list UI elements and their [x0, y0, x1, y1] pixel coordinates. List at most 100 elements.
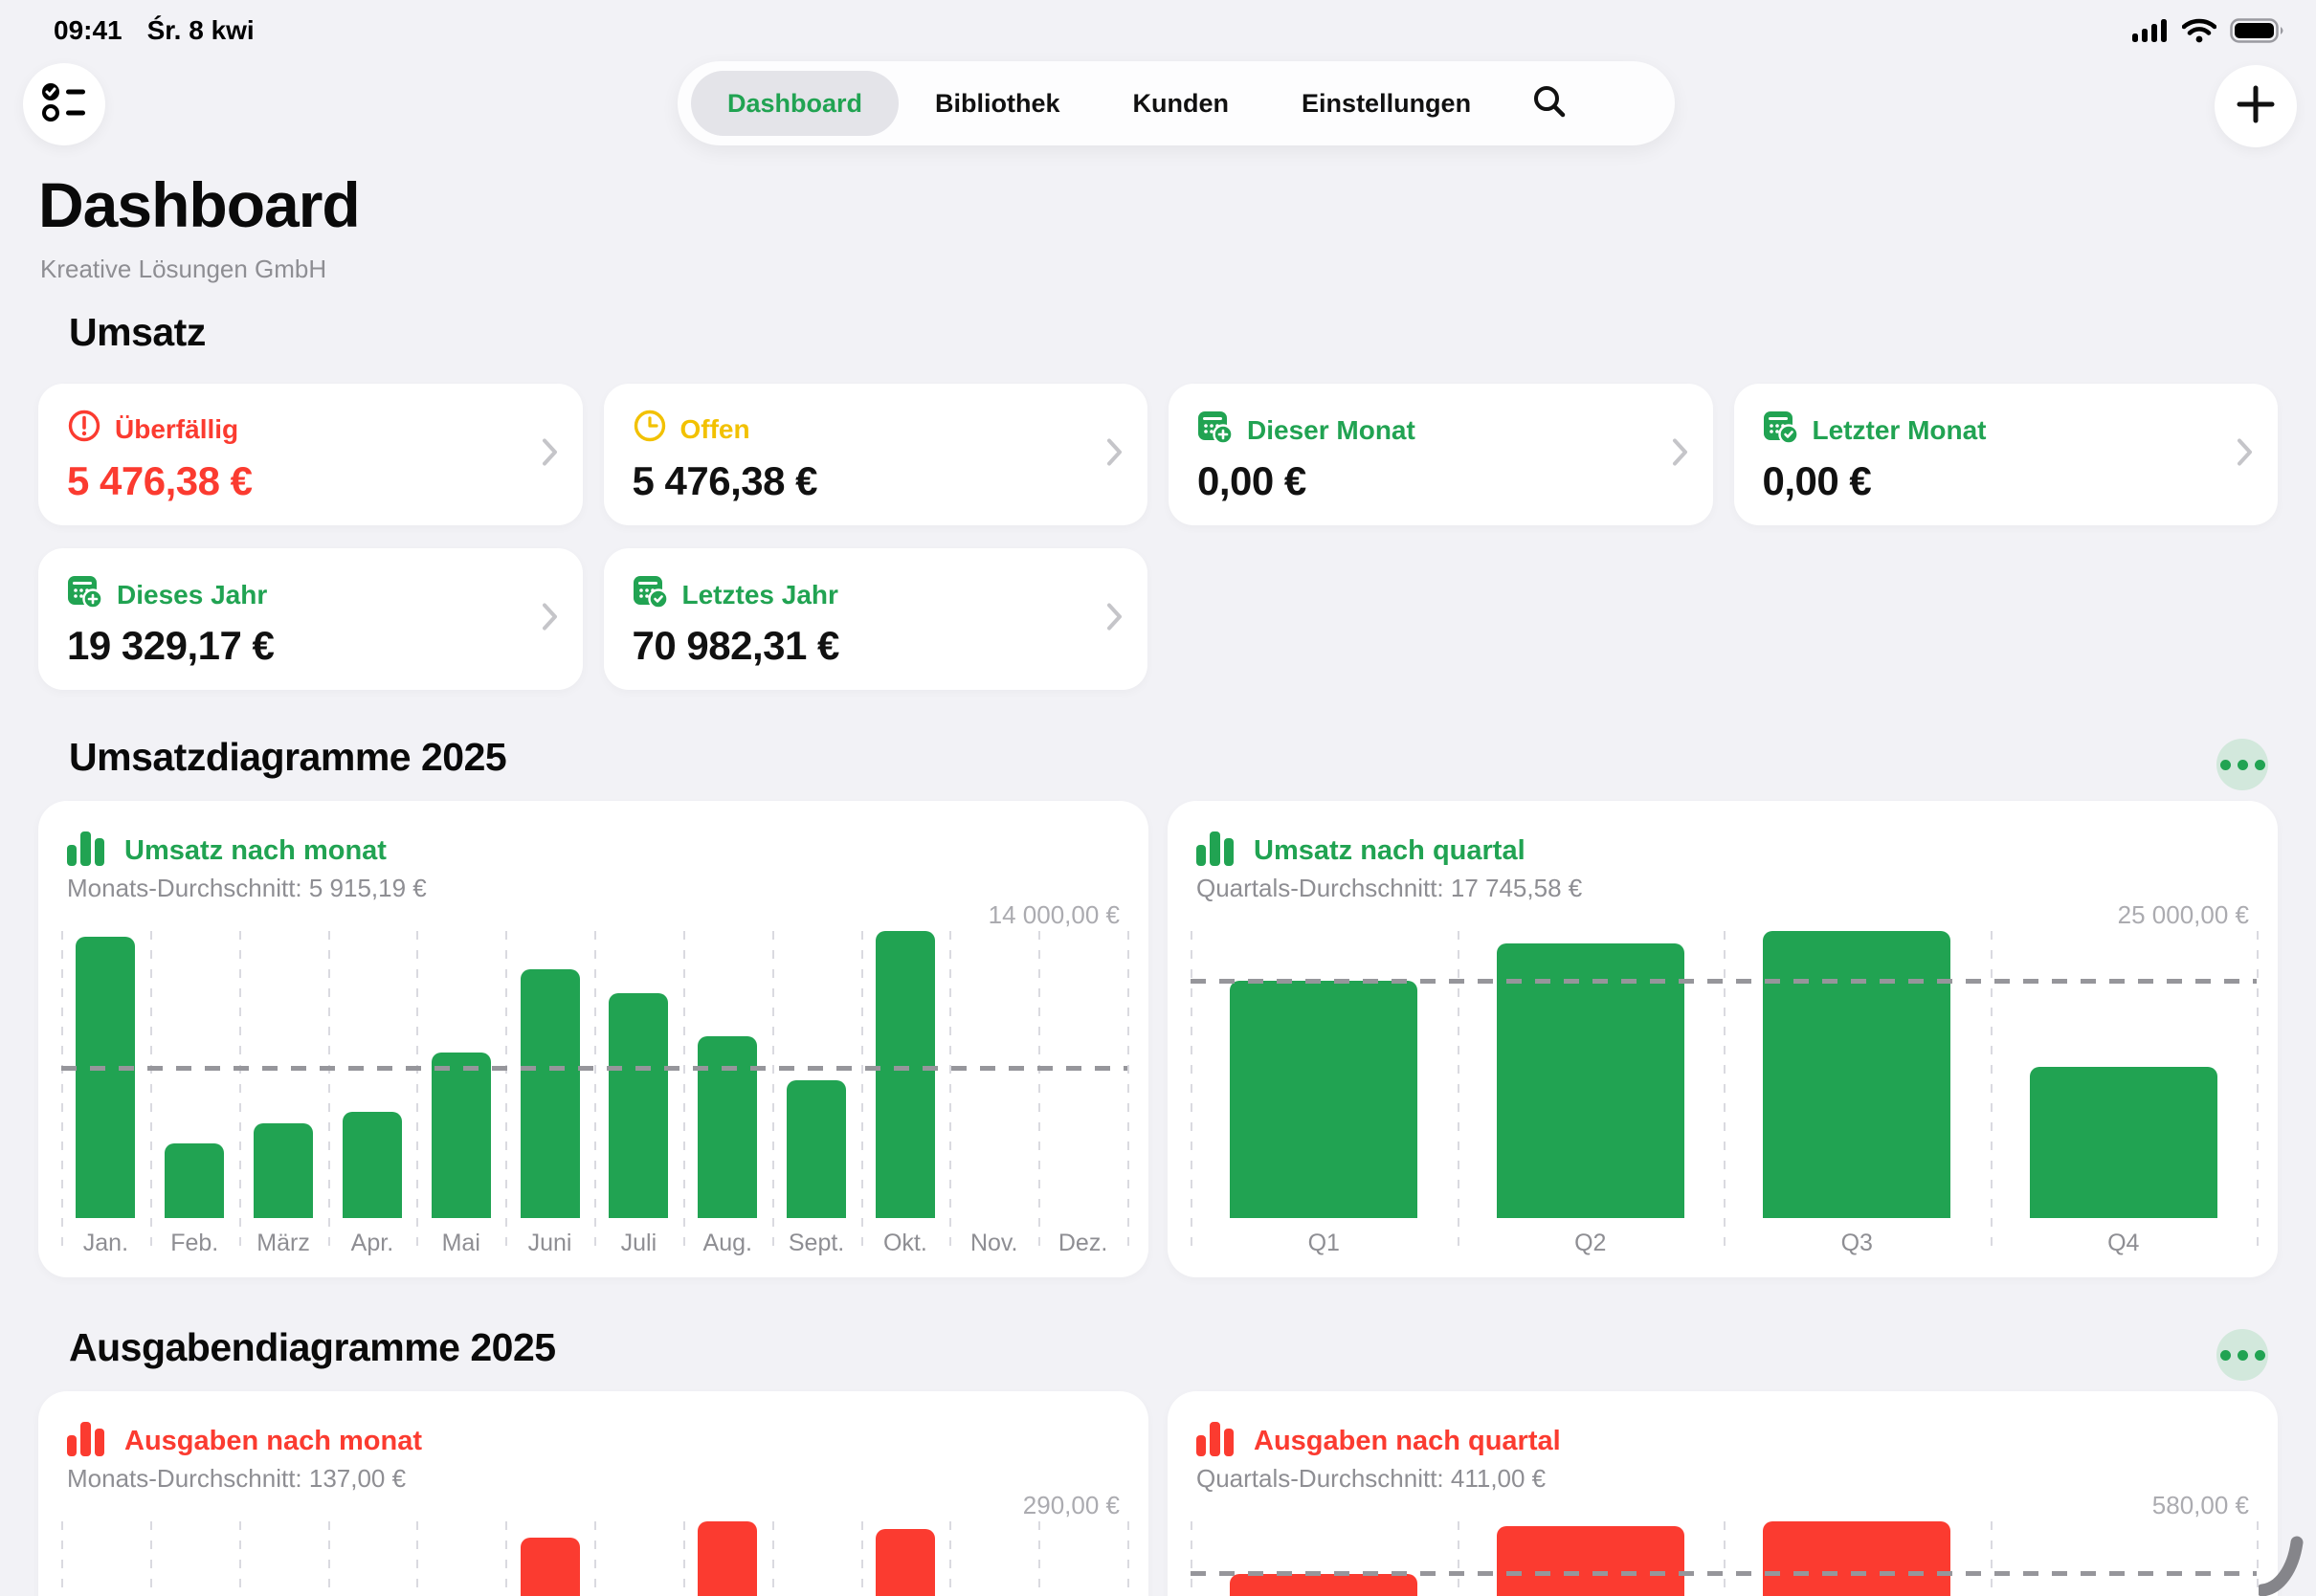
chart-title: Umsatz nach monat: [124, 834, 387, 866]
x-axis-label: Okt.: [882, 1230, 927, 1256]
expense-charts-title: Ausgabendiagramme 2025: [69, 1325, 556, 1369]
bar-juli: [609, 993, 669, 1218]
chart-average-caption: Monats-Durchschnitt: 137,00 €: [67, 1464, 407, 1493]
grid-line: [1127, 931, 1129, 1254]
chart-average-caption: Quartals-Durchschnitt: 17 745,58 €: [1196, 874, 1583, 902]
ellipsis-icon: [2219, 759, 2231, 770]
chart-bars-icon: [65, 828, 109, 874]
nav-tab-dashboard[interactable]: Dashboard: [691, 71, 900, 136]
pencil-scribble-stroke: [2256, 1535, 2312, 1596]
grid-line: [327, 931, 330, 1254]
average-line: [1191, 1571, 2257, 1576]
chevron-right-icon: [1672, 437, 1688, 473]
checklist-button[interactable]: [23, 63, 105, 145]
summary-card-value: 19 329,17 €: [67, 623, 275, 668]
grid-line: [1990, 931, 1993, 1254]
grid-line: [2257, 931, 2259, 1254]
calendar-plus-icon: [67, 573, 103, 616]
expense-charts-menu-button[interactable]: [2216, 1329, 2268, 1381]
nav-tab-bibliothek[interactable]: Bibliothek: [935, 88, 1060, 118]
grid-line: [61, 931, 63, 1254]
summary-card-value: 70 982,31 €: [632, 623, 840, 668]
x-axis-label: Sept.: [788, 1230, 845, 1256]
grid-line: [1038, 1521, 1041, 1596]
status-time: 09:41: [54, 15, 122, 45]
summary-card-offen[interactable]: Offen 5 476,38 €: [603, 384, 1147, 525]
bar-q1: [1230, 981, 1418, 1218]
x-axis-label: Aug.: [702, 1230, 752, 1256]
grid-line: [682, 931, 685, 1254]
bar-feb: [165, 1143, 225, 1218]
bar-q2: [1496, 943, 1684, 1218]
bar-okt: [875, 931, 935, 1218]
chevron-right-icon: [2237, 437, 2253, 473]
checklist-icon: [41, 82, 87, 127]
summary-card-value: 0,00 €: [1197, 458, 1306, 503]
grid-line: [682, 1521, 685, 1596]
bar-q1: [1230, 1574, 1418, 1596]
chart-title: Umsatz nach quartal: [1254, 834, 1525, 866]
calendar-check-icon: [633, 573, 669, 616]
ellipsis-icon: [2237, 759, 2248, 770]
grid-line: [505, 931, 508, 1254]
revenue-charts-menu-button[interactable]: [2216, 739, 2268, 790]
page-subtitle: Kreative Lösungen GmbH: [40, 255, 327, 283]
grid-line: [505, 1521, 508, 1596]
grid-line: [149, 1521, 152, 1596]
grid-line: [1038, 931, 1041, 1254]
cellular-signal-icon: [2132, 18, 2169, 48]
summary-card-letztes-jahr[interactable]: Letztes Jahr 70 982,31 €: [603, 548, 1147, 690]
grid-line: [1191, 1521, 1192, 1596]
nav-tab-einstellungen[interactable]: Einstellungen: [1302, 88, 1472, 118]
grid-line: [949, 931, 952, 1254]
status-bar-left: 09:41 Śr. 8 kwi: [54, 15, 255, 46]
ellipsis-icon: [2254, 759, 2265, 770]
bar-q3: [1763, 1521, 1951, 1596]
bar-sept: [787, 1080, 847, 1218]
top-navigation: Dashboard Bibliothek Kunden Einstellungen: [678, 61, 1675, 145]
bar-aug: [698, 1036, 758, 1218]
chart-average-caption: Quartals-Durchschnitt: 411,00 €: [1196, 1464, 1547, 1493]
summary-card-value: 5 476,38 €: [632, 458, 818, 503]
grid-line: [1457, 1521, 1459, 1596]
chart-card-ausgaben-monat: Ausgaben nach monat Monats-Durchschnitt: …: [38, 1391, 1148, 1596]
summary-card-label: Letzter Monat: [1812, 414, 1987, 445]
x-axis-label: Mai: [441, 1230, 480, 1256]
chart-title: Ausgaben nach quartal: [1254, 1425, 1561, 1456]
grid-line: [416, 1521, 419, 1596]
average-line: [61, 1066, 1127, 1071]
summary-card-label: Überfällig: [115, 413, 239, 444]
plus-icon: [2236, 84, 2276, 129]
chart-plot-area: Jan.Feb.MärzApr.MaiJuniJuliAug.Sept.Okt.…: [61, 1521, 1129, 1596]
summary-card--berf-llig[interactable]: Überfällig 5 476,38 €: [38, 384, 583, 525]
summary-card-value: 0,00 €: [1762, 458, 1872, 503]
summary-card-dieses-jahr[interactable]: Dieses Jahr 19 329,17 €: [38, 548, 583, 690]
summary-card-label: Letztes Jahr: [681, 579, 838, 610]
grid-line: [594, 1521, 596, 1596]
bar-q3: [1763, 931, 1951, 1218]
bar-juni: [520, 969, 580, 1218]
summary-card-value: 5 476,38 €: [67, 458, 253, 503]
x-axis-label: Juli: [620, 1230, 657, 1256]
summary-card-dieser-monat[interactable]: Dieser Monat 0,00 €: [1169, 384, 1713, 525]
search-button[interactable]: [1513, 84, 1586, 123]
bar-jan: [76, 937, 136, 1218]
ellipsis-icon: [2219, 1349, 2231, 1361]
x-axis-label: Dez.: [1058, 1230, 1108, 1256]
summary-card-letzter-monat[interactable]: Letzter Monat 0,00 €: [1733, 384, 2278, 525]
expense-charts-row: Ausgaben nach monat Monats-Durchschnitt: …: [38, 1391, 2278, 1596]
grid-line: [1990, 1521, 1993, 1596]
summary-card-label: Dieses Jahr: [117, 579, 268, 610]
chart-bars-icon: [65, 1418, 109, 1464]
chevron-right-icon: [1106, 602, 1123, 637]
nav-tab-kunden[interactable]: Kunden: [1132, 88, 1230, 118]
grid-line: [1127, 1521, 1129, 1596]
chart-average-caption: Monats-Durchschnitt: 5 915,19 €: [67, 874, 427, 902]
grid-line: [860, 931, 863, 1254]
add-button[interactable]: [2215, 65, 2297, 147]
grid-line: [238, 1521, 241, 1596]
grid-line: [1724, 1521, 1726, 1596]
